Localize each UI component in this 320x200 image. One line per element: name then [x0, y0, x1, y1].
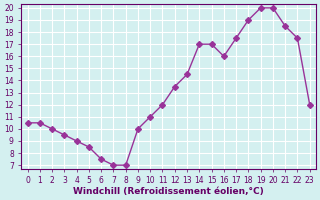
X-axis label: Windchill (Refroidissement éolien,°C): Windchill (Refroidissement éolien,°C): [73, 187, 264, 196]
